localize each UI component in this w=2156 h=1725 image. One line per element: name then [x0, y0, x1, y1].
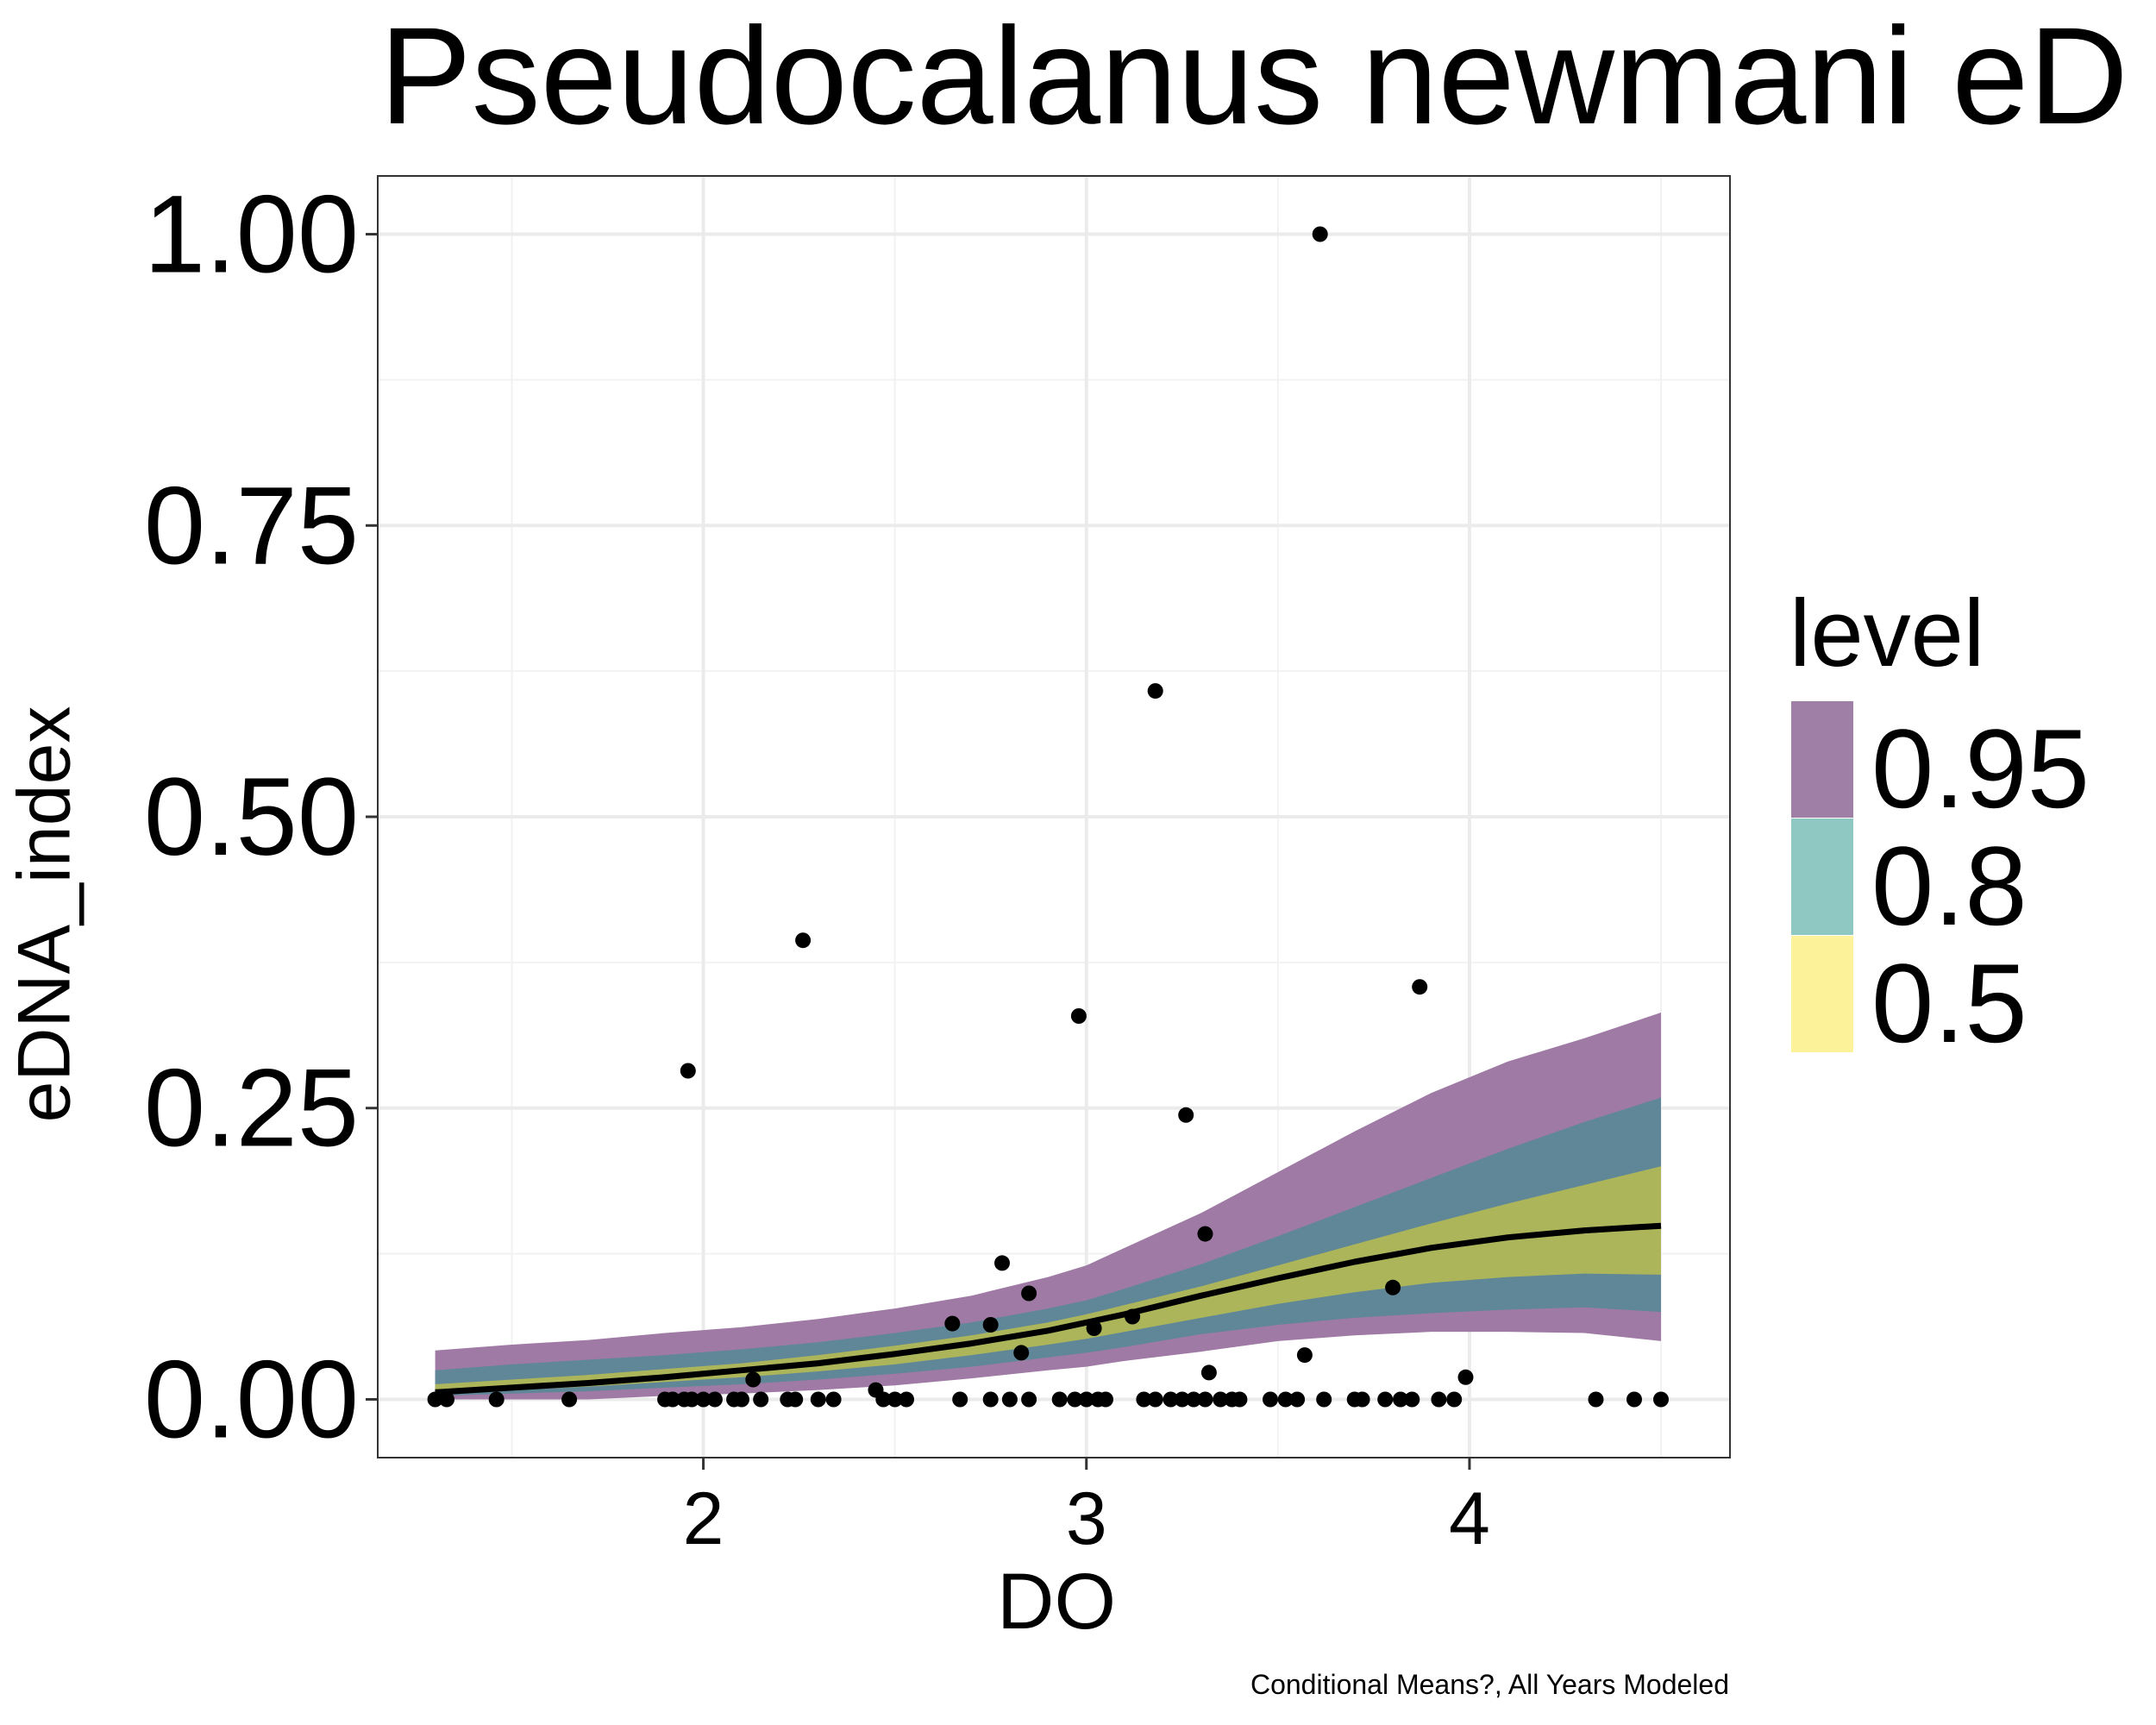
data-point [1136, 1391, 1152, 1408]
y-axis-label: eDNA_index [3, 706, 86, 1123]
data-point [1377, 1391, 1394, 1408]
data-point [1263, 1391, 1278, 1408]
x-tick-label: 3 [1066, 1477, 1107, 1560]
data-point [1588, 1391, 1604, 1408]
data-point [1232, 1391, 1248, 1408]
data-point [745, 1371, 761, 1388]
data-point [1197, 1391, 1213, 1408]
legend-label-05: 0.5 [1871, 940, 2028, 1066]
band-05 [435, 1166, 1662, 1394]
data-point [1174, 1391, 1190, 1408]
x-tick-label: 4 [1449, 1477, 1490, 1560]
data-point [695, 1391, 711, 1408]
y-axis: 0.00 0.25 0.50 0.75 1.00 [144, 173, 378, 1461]
legend-key-05 [1791, 936, 1853, 1052]
data-point [1213, 1391, 1229, 1408]
data-point [1086, 1320, 1102, 1336]
data-point [706, 1391, 723, 1408]
data-point [684, 1391, 700, 1408]
data-point [1446, 1391, 1463, 1408]
data-point [1626, 1391, 1642, 1408]
mean-line [435, 1222, 1662, 1396]
data-point [1186, 1391, 1202, 1408]
data-point [1001, 1391, 1018, 1408]
data-point [1316, 1391, 1332, 1408]
data-point [1178, 1107, 1194, 1123]
legend-key-08 [1791, 819, 1853, 935]
legend-key-095 [1791, 701, 1853, 818]
data-point [1125, 1308, 1141, 1325]
data-point [795, 932, 812, 949]
credible-interval-bands [435, 1013, 1662, 1400]
data-point [1457, 1369, 1474, 1385]
data-point [1296, 1347, 1313, 1364]
legend-title: level [1789, 580, 1985, 687]
x-axis: 2 3 4 [683, 1458, 1490, 1560]
data-point [1067, 1391, 1083, 1408]
data-point [810, 1391, 826, 1408]
y-tick-label: 1.00 [144, 173, 359, 297]
data-point [1163, 1391, 1179, 1408]
data-point [982, 1391, 999, 1408]
x-tick-label: 2 [683, 1477, 724, 1560]
data-point [1098, 1391, 1113, 1408]
data-point [944, 1315, 961, 1332]
data-point [1197, 1226, 1213, 1242]
data-point [1404, 1391, 1420, 1408]
y-tick-label: 0.50 [144, 756, 359, 879]
data-point [899, 1391, 914, 1408]
legend-label-08: 0.8 [1871, 823, 2028, 949]
data-point [734, 1391, 749, 1408]
data-point [1277, 1391, 1294, 1408]
chart-title: Pseudocalanus newmani eD [379, 0, 2128, 153]
data-point [1289, 1391, 1306, 1408]
data-point [1051, 1391, 1068, 1408]
data-point [887, 1391, 903, 1408]
data-point [1078, 1391, 1094, 1408]
data-point [1147, 683, 1163, 699]
series-line [435, 1222, 1662, 1396]
data-point [1312, 226, 1328, 242]
data-point [1412, 979, 1428, 995]
data-point [753, 1391, 769, 1408]
data-point [439, 1391, 454, 1408]
observation-points [427, 226, 1669, 1408]
data-point [1021, 1285, 1037, 1302]
data-point [488, 1391, 505, 1408]
x-axis-label: DO [997, 1558, 1116, 1646]
data-point [1147, 1391, 1163, 1408]
data-point [1653, 1391, 1669, 1408]
data-point [787, 1391, 804, 1408]
data-point [1070, 1008, 1087, 1024]
data-point [868, 1382, 884, 1398]
data-point [1385, 1279, 1401, 1295]
data-point [1021, 1391, 1037, 1408]
data-point [952, 1391, 968, 1408]
data-point [1354, 1391, 1370, 1408]
data-point [561, 1391, 578, 1408]
chart-caption: Conditional Means?, All Years Modeled [1250, 1669, 1729, 1700]
data-point [1013, 1345, 1030, 1361]
y-tick-label: 0.00 [144, 1338, 359, 1461]
data-point [982, 1317, 999, 1333]
legend-label-095: 0.95 [1871, 706, 2090, 831]
data-point [665, 1391, 680, 1408]
y-tick-label: 0.75 [144, 464, 359, 587]
data-point [1431, 1391, 1447, 1408]
data-point [427, 1391, 443, 1408]
y-tick-label: 0.25 [144, 1047, 359, 1170]
data-point [1393, 1391, 1408, 1408]
data-point [680, 1063, 696, 1079]
data-point [825, 1391, 842, 1408]
data-point [1200, 1364, 1217, 1381]
data-point [994, 1255, 1010, 1271]
